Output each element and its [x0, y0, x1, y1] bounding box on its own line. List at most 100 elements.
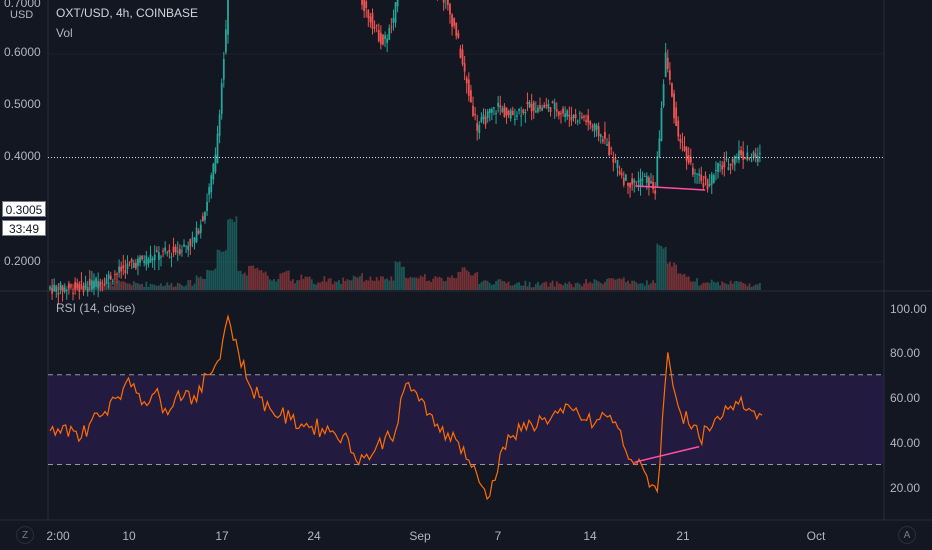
- candle-body: [723, 161, 726, 168]
- volume-bar: [216, 249, 219, 290]
- candle-body: [476, 123, 479, 131]
- volume-bar: [114, 280, 116, 290]
- candle-body: [55, 286, 58, 292]
- candle-body: [455, 22, 458, 36]
- volume-bar: [377, 280, 380, 290]
- volume-bar: [654, 282, 657, 290]
- candle-body: [606, 144, 608, 146]
- volume-bar: [227, 219, 229, 290]
- volume-bar: [708, 282, 711, 290]
- candle-body: [520, 115, 523, 117]
- candle-body: [386, 38, 389, 43]
- candle-body: [710, 174, 713, 185]
- volume-bar: [557, 283, 560, 290]
- volume-bar: [392, 280, 395, 290]
- volume-bar: [553, 286, 556, 290]
- candle-body: [103, 284, 106, 286]
- candle-body: [218, 114, 221, 136]
- candle-body: [539, 105, 541, 109]
- candle-body: [201, 216, 204, 221]
- volume-bar: [570, 284, 573, 290]
- candle-body: [712, 175, 715, 183]
- candle-body: [656, 156, 659, 187]
- volume-bar: [155, 285, 158, 290]
- candle-body: [564, 113, 567, 118]
- volume-bar: [545, 281, 548, 290]
- candle-body: [446, 0, 449, 5]
- candle-body: [547, 103, 550, 109]
- volume-bar: [51, 285, 53, 290]
- volume-bar: [132, 281, 135, 290]
- candle-body: [109, 275, 112, 280]
- volume-bar: [534, 283, 537, 290]
- volume-bar: [63, 283, 66, 290]
- candle-body: [137, 258, 139, 266]
- rsi-divergence-line: [634, 445, 700, 464]
- candle-body: [49, 287, 51, 289]
- zoom-button[interactable]: Z: [16, 526, 34, 544]
- volume-bar: [601, 284, 604, 290]
- candle-body: [373, 27, 376, 29]
- auto-scale-button[interactable]: A: [898, 526, 916, 544]
- volume-bar: [756, 284, 759, 290]
- volume-bar: [352, 275, 355, 290]
- volume-bar: [319, 282, 322, 290]
- candle-body: [681, 141, 684, 143]
- candle-body: [721, 165, 724, 170]
- volume-bar: [624, 282, 627, 290]
- candle-body: [118, 266, 121, 273]
- volume-bar: [379, 276, 382, 290]
- volume-bar: [350, 280, 353, 290]
- candle-body: [82, 285, 85, 293]
- volume-bar: [220, 251, 223, 290]
- volume-bar: [95, 286, 97, 290]
- candle-body: [733, 156, 736, 165]
- candle-body: [474, 113, 477, 116]
- volume-bar: [118, 280, 121, 290]
- candle-body: [99, 281, 102, 287]
- volume-bar: [166, 282, 169, 290]
- symbol-title: OXT/USD, 4h, COINBASE: [56, 6, 199, 20]
- volume-bar: [482, 280, 485, 290]
- volume-bar: [325, 281, 328, 290]
- volume-bar: [296, 280, 299, 290]
- volume-bar: [604, 281, 606, 290]
- candle-body: [595, 124, 598, 130]
- volume-bar: [685, 276, 688, 290]
- volume-bar: [457, 272, 460, 290]
- volume-bar: [275, 281, 278, 290]
- volume-bar: [317, 282, 319, 290]
- volume-bar: [260, 270, 263, 290]
- candle-body: [97, 281, 100, 289]
- candle-body: [76, 283, 79, 288]
- volume-bar: [587, 283, 590, 290]
- volume-bar: [467, 271, 470, 290]
- volume-bar: [361, 273, 363, 290]
- volume-bar: [746, 286, 749, 290]
- candle-body: [518, 109, 520, 111]
- candle-body: [185, 245, 188, 247]
- volume-bar: [403, 266, 405, 290]
- volume-bar: [254, 268, 257, 290]
- volume-bar: [698, 285, 701, 290]
- volume-bar: [327, 278, 330, 290]
- volume-bar: [620, 279, 623, 290]
- volume-bar: [696, 278, 698, 290]
- candle-body: [727, 167, 730, 170]
- volume-bar: [652, 280, 655, 290]
- volume-bar: [648, 284, 650, 290]
- volume-bar: [157, 285, 160, 290]
- candle-body: [74, 281, 77, 290]
- volume-bar: [560, 284, 562, 290]
- volume-bar: [147, 286, 150, 290]
- candle-body: [78, 284, 81, 292]
- candle-body: [658, 138, 661, 157]
- candle-body: [490, 109, 493, 113]
- candle-body: [220, 83, 223, 114]
- candle-body: [639, 178, 642, 187]
- candle-body: [744, 158, 747, 160]
- candle-body: [509, 110, 512, 119]
- volume-bar: [340, 283, 342, 290]
- volume-bar: [241, 274, 244, 290]
